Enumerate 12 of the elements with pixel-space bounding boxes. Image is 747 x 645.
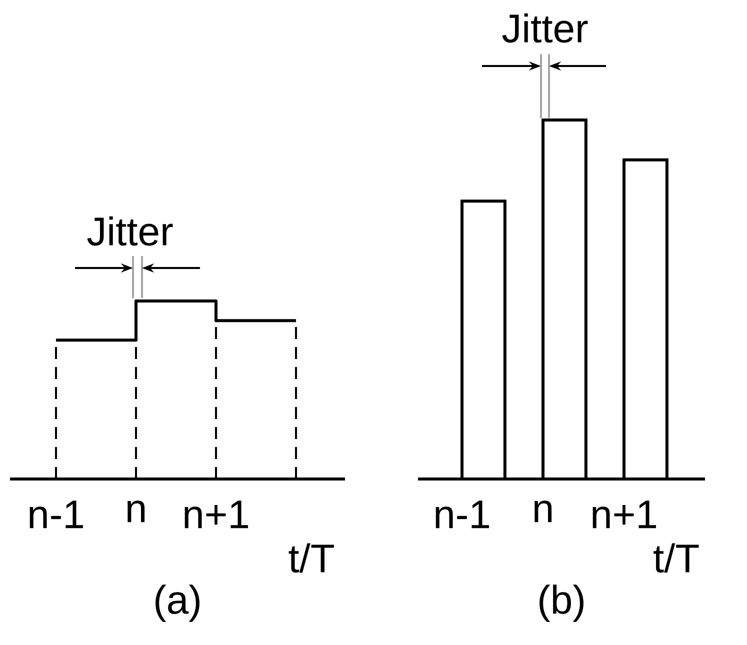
x-tick-label: n-1 xyxy=(436,500,489,528)
x-axis-title: t/T xyxy=(288,543,334,573)
x-axis-title: t/T xyxy=(654,543,699,573)
x-tick-label: n-1 xyxy=(30,500,83,528)
text: Jitter xyxy=(87,216,173,246)
text: (a) xyxy=(156,584,200,622)
text: Jitter xyxy=(502,13,588,43)
x-tick-label: n xyxy=(128,500,145,522)
x-tick-label: n+1 xyxy=(592,500,656,528)
text: (b) xyxy=(540,584,584,622)
x-tick-label: n+1 xyxy=(184,500,248,528)
x-tick-label: n xyxy=(534,500,552,522)
